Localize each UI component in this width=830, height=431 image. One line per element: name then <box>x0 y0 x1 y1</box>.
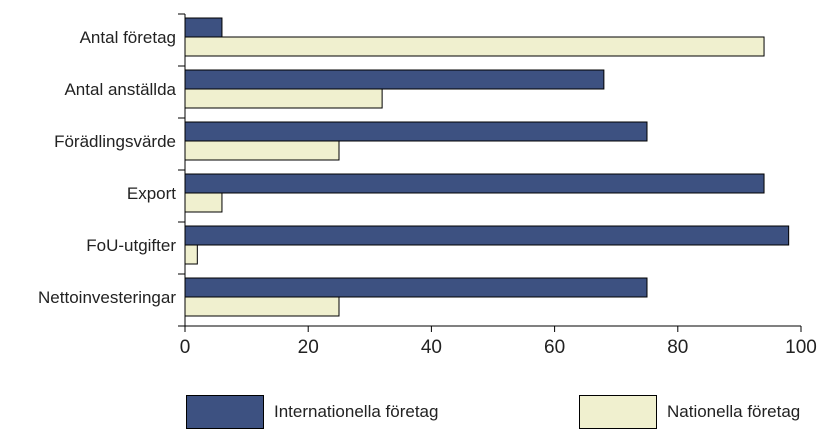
bar-international-4 <box>184 225 790 246</box>
legend-swatch-international <box>186 395 264 429</box>
bar-national-1 <box>184 88 383 109</box>
bar-chart: Antal företag Antal anställda Förädlingsvä… <box>38 13 817 358</box>
category-label-1: Antal anställda <box>64 80 176 99</box>
bars-group <box>184 17 790 317</box>
category-label-5: Nettoinvesteringar <box>38 288 176 307</box>
bar-international-2 <box>184 121 648 142</box>
x-tick-label-5: 100 <box>785 337 817 358</box>
bar-national-5 <box>184 296 340 317</box>
legend-swatch-national <box>579 395 657 429</box>
legend-item-national: Nationella företag <box>579 394 800 430</box>
category-label-4: FoU-utgifter <box>86 236 176 255</box>
bar-international-1 <box>184 69 605 90</box>
category-label-3: Export <box>127 184 176 203</box>
bar-national-4 <box>184 244 198 265</box>
x-tick-label-4: 80 <box>667 337 688 358</box>
y-axis-ticks <box>178 13 185 327</box>
bar-national-2 <box>184 140 340 161</box>
x-tick-label-3: 60 <box>544 337 565 358</box>
x-axis-ticks: 0 20 40 60 80 100 <box>180 326 817 358</box>
category-labels: Antal företag Antal anställda Förädlingsvä… <box>38 28 177 307</box>
legend-label-national: Nationella företag <box>667 402 801 421</box>
category-label-2: Förädlingsvärde <box>54 132 176 151</box>
bar-international-3 <box>184 173 765 194</box>
x-tick-label-1: 20 <box>298 337 319 358</box>
bar-national-0 <box>184 36 765 57</box>
bar-national-3 <box>184 192 223 213</box>
x-tick-label-0: 0 <box>180 337 191 358</box>
category-label-0: Antal företag <box>80 28 176 47</box>
x-tick-label-2: 40 <box>421 337 442 358</box>
bar-international-5 <box>184 277 648 298</box>
bar-international-0 <box>184 17 223 38</box>
legend-label-international: Internationella företag <box>274 402 439 421</box>
legend-item-international: Internationella företag <box>186 394 438 430</box>
